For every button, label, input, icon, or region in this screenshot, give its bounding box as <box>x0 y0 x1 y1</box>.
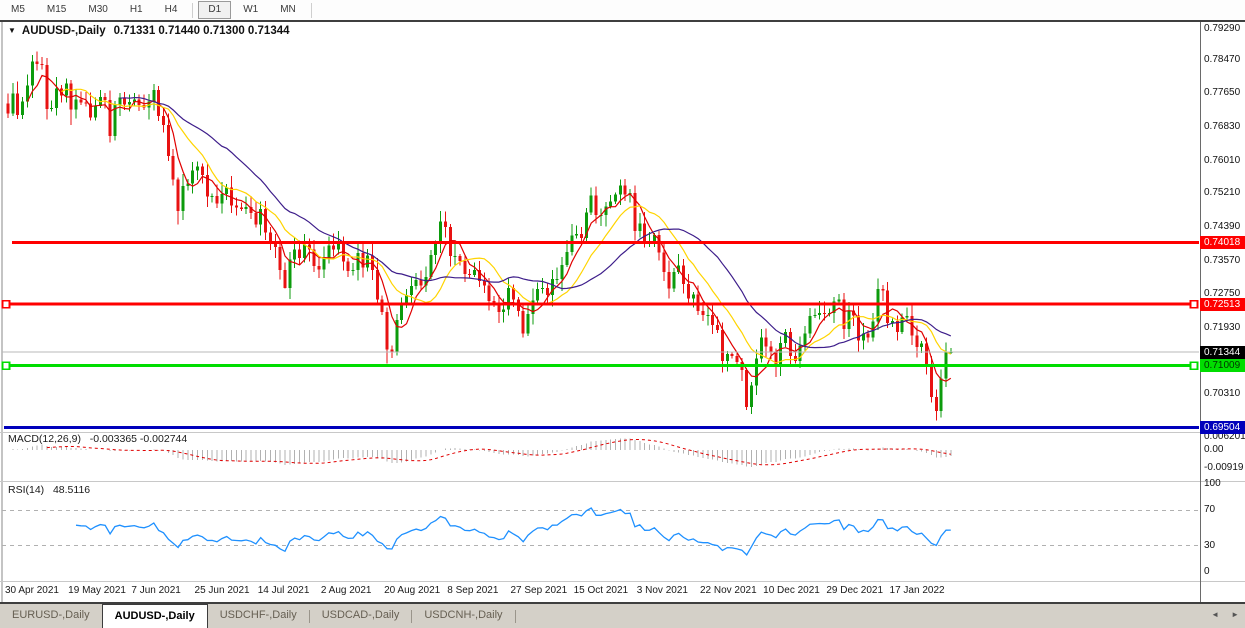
tab-usdcad[interactable]: USDCAD-,Daily <box>321 609 400 621</box>
rsi-scale-0: 0 <box>1204 566 1210 577</box>
timeframe-button-d1[interactable]: D1 <box>198 1 232 19</box>
tab-scroll-right-icon[interactable]: ► <box>1231 610 1239 619</box>
price-scale-tick: 0.77650 <box>1204 87 1241 99</box>
date-label: 27 Sep 2021 <box>510 585 568 596</box>
tabbar-divider <box>0 602 1245 604</box>
timeframe-button-w1[interactable]: W1 <box>243 4 259 15</box>
line-handle[interactable] <box>1 299 11 309</box>
macd-scale-zero: 0.00 <box>1204 444 1224 455</box>
date-label: 15 Oct 2021 <box>573 585 629 596</box>
date-label: 14 Jul 2021 <box>257 585 310 596</box>
date-label: 3 Nov 2021 <box>636 585 688 596</box>
date-label: 8 Sep 2021 <box>447 585 499 596</box>
tab-separator <box>411 610 413 623</box>
toolbar-divider <box>0 20 1245 22</box>
tab-separator <box>308 610 310 623</box>
chart-ohlc-values: 0.71331 0.71440 0.71300 0.71344 <box>113 24 290 37</box>
price-line-label: 0.72513 <box>1200 297 1245 311</box>
tab-scroll-controls: ◄ ► <box>1211 610 1239 619</box>
line-handle[interactable] <box>1189 299 1199 309</box>
rsi-indicator-label: RSI(14) 48.5116 <box>8 484 90 496</box>
tab-separator <box>514 610 516 623</box>
price-scale-tick: 0.72750 <box>1204 288 1241 300</box>
macd-label: MACD(12,26,9) <box>8 433 81 445</box>
price-scale-tick: 0.73570 <box>1204 254 1241 266</box>
rsi-value: 48.5116 <box>52 484 91 496</box>
timeframe-button-h1[interactable]: H1 <box>129 4 143 15</box>
line-handle[interactable] <box>1189 361 1199 371</box>
price-scale-tick: 0.75210 <box>1204 187 1241 199</box>
tab-usdchf[interactable]: USDCHF-,Daily <box>219 609 297 621</box>
timeframe-button-h4[interactable]: H4 <box>164 4 178 15</box>
date-label: 30 Apr 2021 <box>5 585 59 596</box>
date-label: 19 May 2021 <box>68 585 126 596</box>
price-scale-tick: 0.79290 <box>1204 23 1241 34</box>
main-chart-canvas[interactable] <box>0 0 1245 604</box>
timeframe-button-m5[interactable]: M5 <box>11 4 25 15</box>
timeframe-button-mn[interactable]: MN <box>280 4 296 15</box>
timeframe-button-m30[interactable]: M30 <box>88 4 108 15</box>
price-line-label: 0.74018 <box>1200 235 1245 249</box>
price-line-label: 0.69504 <box>1200 420 1245 434</box>
price-line-label: 0.71009 <box>1200 359 1245 373</box>
symbol-dropdown-icon[interactable]: ▼ <box>8 26 16 35</box>
symbol-tab-bar: EURUSD-,Daily AUDUSD-,Daily USDCHF-,Daily U… <box>0 604 1245 628</box>
chart-title: AUDUSD-,Daily <box>21 24 106 37</box>
tab-scroll-left-icon[interactable]: ◄ <box>1211 610 1220 619</box>
date-label: 17 Jan 2022 <box>889 585 945 596</box>
price-scale-tick: 0.70310 <box>1204 388 1241 400</box>
price-scale-tick: 0.78470 <box>1204 53 1241 65</box>
price-scale-tick: 0.76830 <box>1204 121 1241 133</box>
timeframe-toolbar: M5 M15 M30 H1 H4 D1 W1 MN <box>0 0 1245 20</box>
timeframe-button-m15[interactable]: M15 <box>46 4 67 15</box>
tab-eurusd[interactable]: EURUSD-,Daily <box>12 609 90 621</box>
date-label: 22 Nov 2021 <box>699 585 757 596</box>
macd-scale-min: -0.00919 <box>1204 462 1244 473</box>
line-handle[interactable] <box>1 361 11 371</box>
rsi-label: RSI(14) <box>8 484 45 496</box>
rsi-scale-70: 70 <box>1204 504 1216 516</box>
date-label: 25 Jun 2021 <box>194 585 250 596</box>
price-scale-tick: 0.74390 <box>1204 221 1241 233</box>
date-label: 20 Aug 2021 <box>384 585 441 596</box>
macd-scale-max: 0.006201 <box>1204 431 1245 442</box>
date-label: 10 Dec 2021 <box>763 585 820 596</box>
current-price-label: 0.71344 <box>1200 345 1245 359</box>
tab-audusd[interactable]: AUDUSD-,Daily <box>101 604 208 628</box>
date-label: 7 Jun 2021 <box>131 585 181 596</box>
price-scale-tick: 0.71930 <box>1204 321 1241 333</box>
toolbar-separator <box>192 2 194 18</box>
date-label: 29 Dec 2021 <box>826 585 884 596</box>
date-label: 2 Aug 2021 <box>320 585 372 596</box>
price-scale-tick: 0.76010 <box>1204 154 1241 166</box>
rsi-scale-30: 30 <box>1204 539 1216 551</box>
macd-values: -0.003365 -0.002744 <box>89 433 188 445</box>
macd-indicator-label: MACD(12,26,9) -0.003365 -0.002744 <box>8 433 187 445</box>
tab-usdcnh[interactable]: USDCNH-,Daily <box>424 609 503 621</box>
toolbar-separator <box>310 2 312 18</box>
rsi-scale-100: 100 <box>1204 478 1221 489</box>
chart-title-row: ▼ AUDUSD-,Daily 0.71331 0.71440 0.71300 … <box>8 24 290 37</box>
